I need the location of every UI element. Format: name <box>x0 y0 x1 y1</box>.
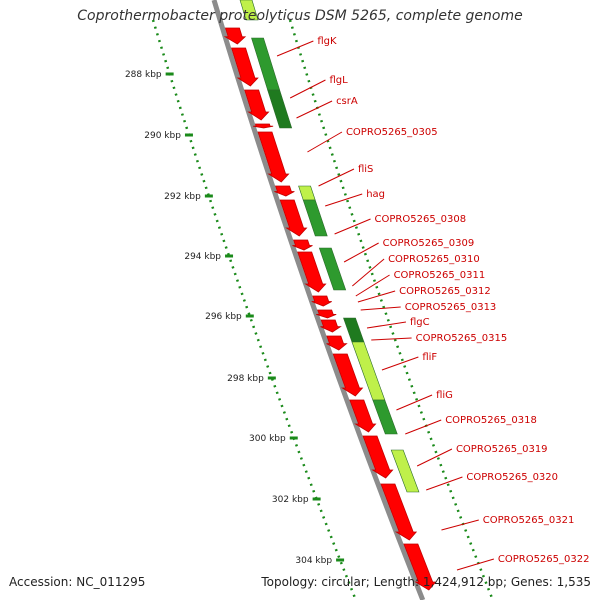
gene-leader-line <box>416 448 453 467</box>
gene-label: fliG <box>436 390 453 401</box>
scale-tick-label: 298 kbp <box>227 374 264 384</box>
cds-arrow <box>223 27 247 45</box>
gene-leader-line <box>371 337 412 341</box>
feature-block <box>318 247 347 291</box>
cds-arrow <box>292 239 313 251</box>
scale-tick-label: 294 kbp <box>184 252 221 262</box>
gene-label: flgL <box>329 75 348 86</box>
gene-leader-line <box>276 40 314 57</box>
gene-label: COPRO5265_0311 <box>394 270 486 281</box>
gene-label: fliF <box>422 352 437 363</box>
cds-arrow <box>320 319 342 333</box>
gene-label: fliS <box>358 164 373 175</box>
cds-arrow <box>403 543 437 591</box>
gene-label: COPRO5265_0305 <box>346 127 438 138</box>
feature-block <box>390 449 420 493</box>
feature-block <box>267 89 293 129</box>
gene-label: COPRO5265_0321 <box>483 515 575 526</box>
cds-arrow <box>362 435 394 479</box>
gene-label: COPRO5265_0312 <box>399 286 491 297</box>
gene-label: COPRO5265_0320 <box>466 472 558 483</box>
gene-leader-line <box>289 79 326 99</box>
gene-label: COPRO5265_0313 <box>405 302 497 313</box>
gene-label: flgK <box>317 36 337 47</box>
scale-tick-label: 292 kbp <box>164 192 201 202</box>
gene-leader-line <box>357 290 396 303</box>
cds-arrow <box>231 47 259 87</box>
scale-tick-label: 304 kbp <box>295 556 332 566</box>
scale-tick-label: 302 kbp <box>272 495 309 505</box>
gene-label: COPRO5265_0308 <box>375 214 467 225</box>
gene-leader-line <box>426 476 463 491</box>
cds-arrow <box>316 309 337 319</box>
scale-tick-label: 296 kbp <box>205 312 242 322</box>
gene-label: csrA <box>336 96 358 107</box>
feature-block <box>372 399 398 435</box>
feature-block <box>343 317 365 343</box>
scale-tick-label: 300 kbp <box>249 434 286 444</box>
gene-leader-line <box>352 258 385 287</box>
gene-leader-line <box>381 356 419 371</box>
gene-label: COPRO5265_0322 <box>498 554 590 565</box>
gene-label: COPRO5265_0315 <box>416 333 508 344</box>
gene-label: COPRO5265_0319 <box>456 444 548 455</box>
cds-arrow <box>279 199 308 237</box>
gene-leader-line <box>405 419 442 435</box>
gene-leader-line <box>296 100 333 119</box>
genome-summary-label: Topology: circular; Length: 1,424,912 bp… <box>261 575 591 589</box>
accession-label: Accession: NC_011295 <box>9 575 146 589</box>
gene-leader-line <box>456 558 495 571</box>
feature-block <box>298 185 316 201</box>
cds-arrow <box>326 335 348 351</box>
scale-tick-label: 290 kbp <box>144 131 181 141</box>
genome-title: Coprothermobacter proteolyticus DSM 5265… <box>77 8 523 24</box>
cds-arrow <box>380 483 418 541</box>
scale-tick-label: 288 kbp <box>125 70 162 80</box>
cds-arrow <box>297 251 327 293</box>
cds-arrow <box>311 295 332 307</box>
cds-arrow <box>349 399 377 433</box>
gene-leader-line <box>318 168 355 187</box>
feature-block <box>302 199 328 237</box>
cds-arrow <box>244 89 270 121</box>
feature-block <box>251 37 281 91</box>
gene-label: COPRO5265_0318 <box>445 415 537 426</box>
feature-block <box>239 0 259 21</box>
gene-label: hag <box>366 189 385 200</box>
gene-label: COPRO5265_0309 <box>383 238 475 249</box>
cds-arrow <box>253 123 274 129</box>
gene-leader-line <box>355 274 390 297</box>
gene-leader-line <box>325 193 363 207</box>
cds-arrow <box>332 353 364 397</box>
backbone-line <box>211 0 426 600</box>
gene-leader-line <box>360 306 401 311</box>
gene-leader-line <box>343 242 379 263</box>
gene-label: COPRO5265_0310 <box>388 254 480 265</box>
gene-leader-line <box>366 321 407 329</box>
cds-arrow <box>274 185 295 197</box>
gene-leader-line <box>441 519 479 531</box>
gene-leader-line <box>334 218 371 235</box>
gene-label: flgC <box>410 317 430 328</box>
cds-arrow <box>257 131 290 183</box>
gene-leader-line <box>307 131 343 153</box>
gene-leader-line <box>396 394 433 411</box>
